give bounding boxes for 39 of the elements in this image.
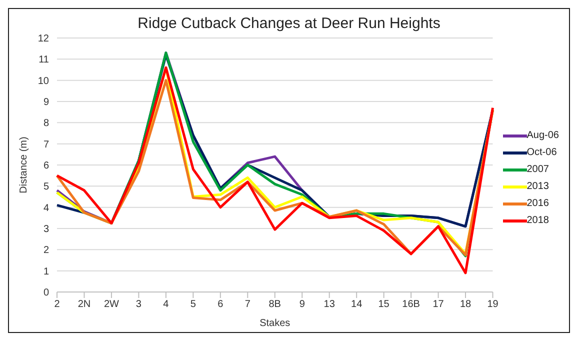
y-tick-label: 10 [38,76,50,87]
x-tick-label: 14 [351,299,363,310]
legend-label: 2016 [526,198,549,209]
legend-label: 2018 [526,215,549,226]
legend-label: 2007 [526,164,549,175]
x-tick-label: 18 [460,299,472,310]
x-tick-label: 5 [190,299,196,310]
y-tick-label: 9 [43,97,50,108]
legend-label: 2013 [526,181,549,192]
x-tick-label: 7 [244,299,251,310]
chart-title: Ridge Cutback Changes at Deer Run Heights [136,15,442,32]
x-tick-label: 13 [324,299,336,310]
x-tick-label: 15 [378,299,390,310]
y-tick-label: 5 [43,182,50,193]
y-tick-label: 12 [38,34,50,45]
y-tick-label: 4 [43,202,50,214]
y-tick-label: 3 [43,224,50,236]
y-axis-title: Distance (m) [18,136,30,194]
x-tick-label: 8B [268,299,282,310]
x-tick-label: 6 [218,299,224,310]
y-tick-label: 11 [38,54,50,66]
x-tick-label: 2W [104,299,120,310]
y-tick-label: 0 [43,288,50,299]
legend-label: Oct-06 [526,147,557,158]
x-tick-label: 17 [432,299,444,310]
x-axis-title: Stakes [260,318,290,329]
x-tick-label: 2 [54,299,60,310]
y-tick-label: 8 [43,118,50,130]
x-tick-label: 3 [136,299,142,310]
x-tick-label: 19 [487,299,499,310]
x-tick-label: 16B [402,299,420,310]
x-tick-label: 2N [78,299,91,310]
y-tick-label: 6 [43,160,50,172]
x-tick-label: 4 [163,299,170,310]
y-tick-label: 2 [43,245,50,256]
y-tick-label: 1 [43,266,50,278]
y-tick-label: 7 [43,139,50,150]
x-tick-label: 9 [299,299,306,310]
legend-label: Aug-06 [526,130,559,141]
